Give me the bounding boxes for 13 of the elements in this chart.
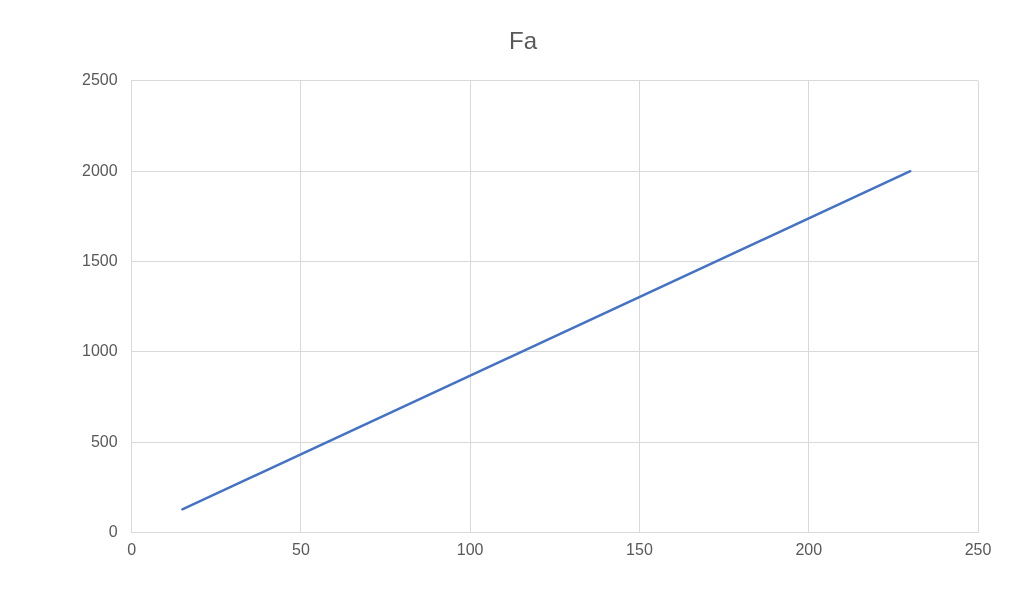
x-tick-label: 150	[626, 540, 653, 558]
y-tick-label: 500	[90, 432, 118, 450]
x-tick-label: 200	[795, 540, 823, 558]
y-tick-label: 1000	[82, 342, 118, 360]
y-tick-label: 2000	[82, 161, 118, 179]
y-tick-label: 1500	[82, 252, 118, 270]
y-tick-label: 0	[108, 523, 118, 541]
x-tick-label: 50	[291, 540, 310, 558]
x-tick-label: 0	[127, 540, 137, 558]
x-tick-label: 100	[456, 540, 484, 558]
x-tick-label: 250	[964, 540, 992, 558]
y-tick-label: 2500	[82, 71, 118, 89]
chart-title: Fa	[508, 27, 538, 55]
